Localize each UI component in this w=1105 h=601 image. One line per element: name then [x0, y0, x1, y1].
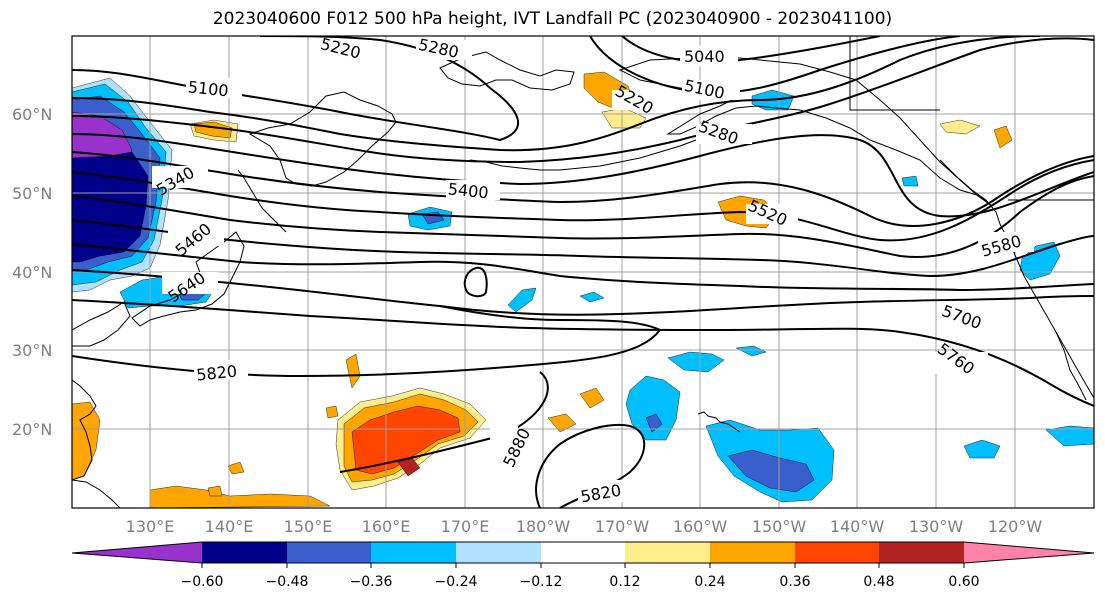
ivt-shade-pos024 — [207, 485, 223, 497]
coast-china — [72, 379, 97, 481]
coast-kurils — [237, 169, 287, 233]
ivt-shade-neg024 — [579, 291, 605, 303]
contour-label-5400: 5400 — [447, 179, 489, 202]
colorbar-tick-label: 0.24 — [694, 574, 725, 590]
contour-5100-east — [589, 36, 961, 94]
colorbar-segment — [625, 542, 710, 563]
lat-label-40n: 40°N — [12, 263, 52, 282]
contour-5700 — [72, 269, 1094, 316]
colorbar-tick-label: −0.12 — [520, 574, 563, 590]
lon-label-130w: 130°W — [909, 517, 964, 536]
ivt-shade-neg036 — [727, 449, 815, 493]
contour-5400 — [72, 151, 1094, 227]
ivt-shade-neg036 — [645, 413, 663, 433]
lon-label-170w: 170°W — [595, 517, 650, 536]
contour-5340 — [72, 133, 1094, 218]
ivt-shade-pos036 — [351, 405, 461, 475]
ivt-shade-neg024 — [667, 351, 725, 373]
coast-korea — [72, 301, 131, 347]
colorbar-segment — [541, 542, 625, 563]
colorbar-tick-label: 0.36 — [779, 574, 810, 590]
ivt-shade-pos012 — [939, 119, 981, 135]
lon-label-180w: 180°W — [516, 517, 571, 536]
colorbar-segment — [795, 542, 879, 563]
lon-label-130e: 130°E — [126, 517, 175, 536]
coast-alaska — [618, 55, 993, 207]
coast-japan — [131, 231, 245, 327]
colorbar: −0.60 −0.48 −0.36 −0.24 −0.12 0.12 0.24 … — [71, 541, 1095, 590]
contour-label-5100: 5100 — [187, 77, 229, 100]
coast-aleutians — [469, 139, 697, 171]
contour-5760 — [72, 299, 1094, 407]
ivt-shade-neg024 — [963, 439, 1001, 459]
ivt-shade-neg024 — [1045, 425, 1094, 447]
ivt-shade-pos024 — [579, 387, 605, 409]
lon-label-150e: 150°E — [284, 517, 333, 536]
lon-label-170e: 170°E — [441, 517, 490, 536]
lon-label-160w: 160°W — [673, 517, 728, 536]
contour-label-5040: 5040 — [684, 47, 725, 66]
colorbar-tick-label: −0.60 — [181, 574, 224, 590]
latitude-labels: 60°N 50°N 40°N 30°N 20°N — [12, 105, 52, 439]
ivt-shade-pos024 — [325, 405, 339, 419]
colorbar-tick-label: −0.36 — [350, 574, 393, 590]
contour-label-5820: 5820 — [195, 361, 237, 384]
coast-baja — [1055, 331, 1087, 401]
colorbar-segment — [287, 542, 371, 563]
coast-philippines — [72, 479, 121, 508]
ivt-shade-neg024 — [901, 175, 919, 187]
colorbar-segment — [456, 542, 541, 563]
contour-5040 — [621, 36, 881, 64]
contour-5580 — [72, 219, 1094, 278]
ivt-shade-pos024 — [547, 413, 577, 433]
ivt-shade-neg024 — [507, 287, 537, 313]
map-title: 2023040600 F012 500 hPa height, IVT Land… — [212, 9, 893, 29]
lon-label-140e: 140°E — [205, 517, 254, 536]
longitude-labels: 130°E 140°E 150°E 160°E 170°E 180°W 170°… — [126, 517, 1043, 536]
colorbar-tick-label: 0.60 — [948, 574, 979, 590]
contour-5460 — [72, 159, 1094, 242]
lon-label-150w: 150°W — [752, 517, 807, 536]
colorbar-tick-label: −0.48 — [266, 574, 309, 590]
lon-label-160e: 160°E — [362, 517, 411, 536]
lon-label-120w: 120°W — [988, 517, 1043, 536]
lat-label-50n: 50°N — [12, 184, 52, 203]
contour-5220 — [72, 36, 1041, 152]
coast-hawaii — [697, 411, 741, 433]
lat-label-30n: 30°N — [12, 341, 52, 360]
colorbar-tick-label: 0.12 — [609, 574, 640, 590]
coast-northamerica — [939, 159, 1094, 399]
ivt-shade-pos024 — [149, 485, 331, 508]
ivt-shade-pos024 — [227, 461, 245, 475]
ivt-shade-neg024 — [735, 345, 767, 357]
colorbar-segment — [879, 542, 964, 563]
ivt-shade-pos024 — [993, 125, 1013, 149]
colorbar-segment-neg-extend — [72, 542, 202, 563]
height-contours — [72, 36, 1094, 508]
colorbar-segment — [202, 542, 287, 563]
contour-small-loop — [463, 266, 488, 298]
contour-5640 — [72, 243, 1094, 292]
lon-label-140w: 140°W — [830, 517, 885, 536]
colorbar-tick-label: 0.48 — [863, 574, 894, 590]
map-frame — [71, 35, 1095, 509]
colorbar-tick-label: −0.24 — [435, 574, 478, 590]
ivt-shade-neg024 — [625, 375, 681, 441]
lat-label-20n: 20°N — [12, 420, 52, 439]
coast-chukotka — [439, 51, 575, 91]
contour-5280 — [72, 37, 1094, 164]
ivt-shade-pos024 — [72, 401, 101, 481]
lat-label-60n: 60°N — [12, 105, 52, 124]
colorbar-segment-pos-extend — [964, 542, 1094, 563]
colorbar-segment — [710, 542, 795, 563]
colorbar-segment — [371, 542, 456, 563]
gridlines — [72, 36, 1094, 508]
